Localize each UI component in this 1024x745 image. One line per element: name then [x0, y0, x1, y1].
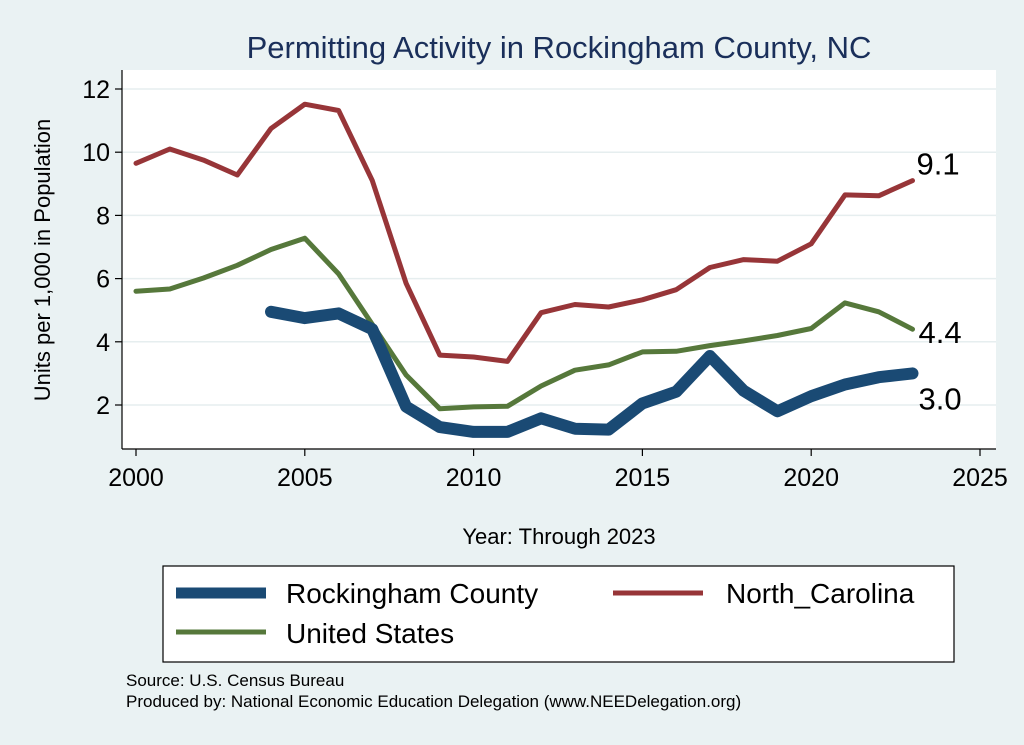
end-labels: 3.0 9.1 4.4: [916, 147, 961, 417]
chart-title: Permitting Activity in Rockingham County…: [247, 30, 872, 65]
end-label-north-carolina: 9.1: [916, 147, 959, 182]
x-tick-label-2010: 2010: [446, 464, 502, 492]
end-label-united-states: 4.4: [918, 315, 961, 350]
x-tick-label-2000: 2000: [108, 464, 164, 492]
legend-label-united-states: United States: [286, 618, 454, 649]
legend-label-north-carolina: North_Carolina: [726, 578, 915, 609]
series-lines: [133, 101, 919, 438]
x-tick-label-2025: 2025: [952, 464, 1008, 492]
legend: Rockingham County North_Carolina United …: [162, 565, 955, 663]
legend-label-rockingham: Rockingham County: [286, 578, 538, 609]
y-tick-label-10: 10: [82, 139, 110, 167]
y-tick-label-6: 6: [96, 266, 110, 294]
legend-box: [162, 565, 955, 663]
source-note: Source: U.S. Census Bureau: [126, 671, 344, 690]
y-tick-label-2: 2: [96, 392, 110, 420]
series-line-rockingham: [265, 305, 919, 438]
series-line-united-states: [133, 235, 915, 412]
grid-lines: [122, 88, 996, 406]
y-tick-label-12: 12: [82, 76, 110, 104]
end-label-rockingham: 3.0: [918, 381, 961, 416]
y-ticks: 2 4 6 8 10 12: [82, 76, 122, 420]
y-tick-label-8: 8: [96, 202, 110, 230]
x-tick-label-2020: 2020: [783, 464, 839, 492]
producer-note: Produced by: National Economic Education…: [126, 692, 741, 711]
x-ticks: 2000 2005 2010 2015 2020 2025: [108, 449, 1008, 492]
x-tick-label-2015: 2015: [615, 464, 671, 492]
y-axis-label: Units per 1,000 in Population: [30, 119, 55, 402]
x-tick-label-2005: 2005: [277, 464, 333, 492]
series-line-north-carolina: [133, 101, 915, 364]
x-axis-label: Year: Through 2023: [462, 524, 655, 549]
y-tick-label-4: 4: [96, 329, 110, 357]
